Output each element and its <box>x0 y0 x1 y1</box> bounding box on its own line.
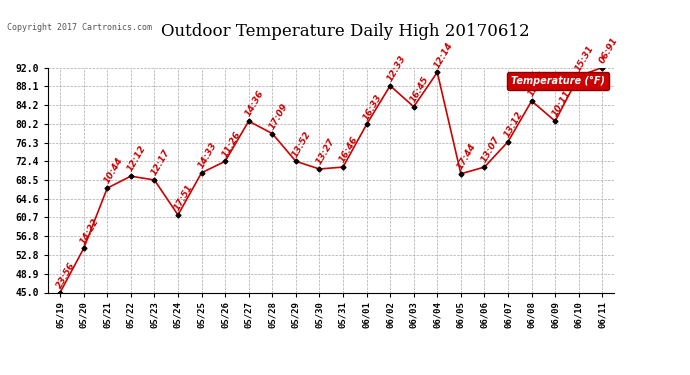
Text: 06:91: 06:91 <box>598 35 620 65</box>
Text: 12:33: 12:33 <box>385 54 407 83</box>
Text: 12:12: 12:12 <box>126 144 148 173</box>
Text: 12:14: 12:14 <box>432 40 455 69</box>
Text: 23:56: 23:56 <box>55 260 77 290</box>
Text: 12:01: 12:01 <box>526 69 549 98</box>
Text: 16:46: 16:46 <box>338 135 360 164</box>
Text: 12:17: 12:17 <box>149 148 172 177</box>
Text: 17:51: 17:51 <box>173 183 195 212</box>
Legend: Temperature (°F): Temperature (°F) <box>507 72 609 90</box>
Text: 13:52: 13:52 <box>290 129 313 159</box>
Text: 10:11: 10:11 <box>550 89 572 118</box>
Text: 14:36: 14:36 <box>244 89 266 118</box>
Text: 16:33: 16:33 <box>362 92 384 122</box>
Text: 16:45: 16:45 <box>408 75 431 104</box>
Text: 14:22: 14:22 <box>79 216 101 246</box>
Text: 13:07: 13:07 <box>480 135 502 164</box>
Text: Outdoor Temperature Daily High 20170612: Outdoor Temperature Daily High 20170612 <box>161 22 529 39</box>
Text: 10:44: 10:44 <box>102 156 124 185</box>
Text: 13:27: 13:27 <box>315 137 337 166</box>
Text: 17:09: 17:09 <box>267 102 289 131</box>
Text: 17:44: 17:44 <box>456 142 478 171</box>
Text: Copyright 2017 Cartronics.com: Copyright 2017 Cartronics.com <box>7 22 152 32</box>
Text: 13:12: 13:12 <box>503 110 525 139</box>
Text: 14:33: 14:33 <box>197 141 219 170</box>
Text: 11:26: 11:26 <box>220 129 242 159</box>
Text: 15:31: 15:31 <box>573 44 596 74</box>
